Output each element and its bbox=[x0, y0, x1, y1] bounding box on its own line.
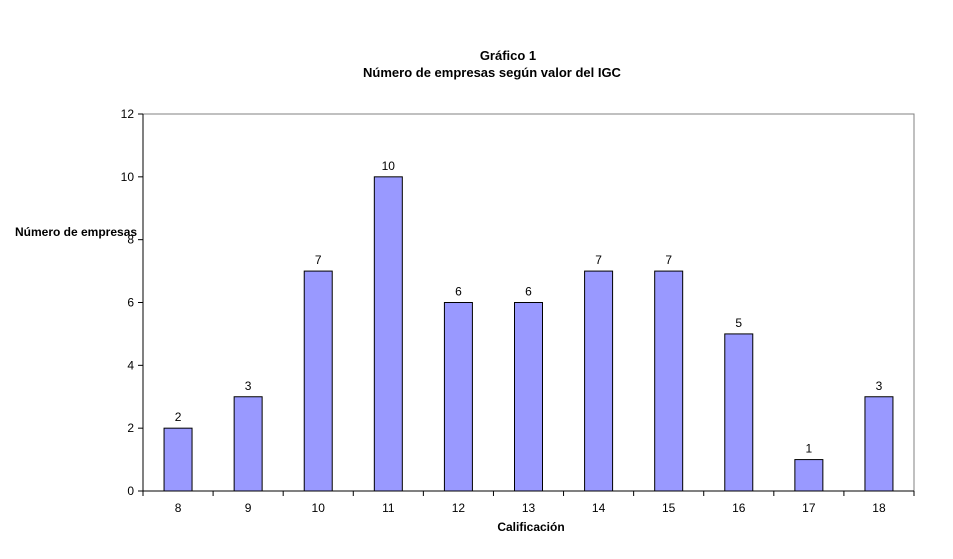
x-axis-ticks: 8 9 10 11 12 13 14 15 16 17 18 bbox=[142, 491, 915, 515]
x-tick-label: 12 bbox=[452, 501, 466, 515]
x-tick-label: 8 bbox=[175, 501, 182, 515]
x-axis-label: Calificación bbox=[497, 520, 564, 534]
bar bbox=[373, 176, 403, 492]
chart-subtitle: Número de empresas según valor del IGC bbox=[363, 65, 622, 80]
x-tick-label: 16 bbox=[732, 501, 746, 515]
y-axis-ticks: 0 2 4 6 8 10 12 bbox=[121, 107, 143, 498]
bar bbox=[864, 396, 894, 492]
y-tick-label: 10 bbox=[121, 170, 135, 184]
y-tick-label: 2 bbox=[127, 421, 134, 435]
y-tick-label: 12 bbox=[121, 107, 135, 121]
chart-title: Gráfico 1 bbox=[480, 48, 536, 63]
x-tick-label: 13 bbox=[522, 501, 536, 515]
data-label: 7 bbox=[315, 253, 322, 267]
data-label: 3 bbox=[876, 379, 883, 393]
data-label: 3 bbox=[245, 379, 252, 393]
data-label: 2 bbox=[175, 410, 182, 424]
y-tick-label: 8 bbox=[127, 233, 134, 247]
data-labels: 2 3 7 10 6 6 7 7 5 1 3 bbox=[175, 159, 883, 456]
bar bbox=[794, 459, 824, 492]
bar bbox=[233, 396, 263, 492]
x-tick-label: 10 bbox=[312, 501, 326, 515]
bar bbox=[514, 302, 543, 492]
y-tick-label: 4 bbox=[127, 358, 134, 372]
data-label: 10 bbox=[382, 159, 396, 173]
bar bbox=[654, 270, 684, 492]
x-tick-label: 18 bbox=[872, 501, 886, 515]
bars bbox=[163, 176, 894, 492]
x-tick-label: 17 bbox=[802, 501, 816, 515]
bar bbox=[303, 270, 333, 492]
bar bbox=[163, 427, 193, 492]
data-label: 7 bbox=[595, 253, 602, 267]
data-label: 1 bbox=[806, 442, 813, 456]
data-label: 6 bbox=[525, 285, 532, 299]
x-tick-label: 9 bbox=[245, 501, 252, 515]
y-tick-label: 0 bbox=[127, 484, 134, 498]
bar bbox=[443, 302, 473, 492]
bar bbox=[724, 333, 754, 492]
y-axis-label: Número de empresas bbox=[15, 225, 137, 239]
x-tick-label: 14 bbox=[592, 501, 606, 515]
data-label: 5 bbox=[735, 316, 742, 330]
data-label: 6 bbox=[455, 285, 462, 299]
data-label: 7 bbox=[665, 253, 672, 267]
x-tick-label: 15 bbox=[662, 501, 676, 515]
bar bbox=[584, 270, 614, 492]
x-tick-label: 11 bbox=[382, 501, 395, 515]
y-tick-label: 6 bbox=[127, 296, 134, 310]
